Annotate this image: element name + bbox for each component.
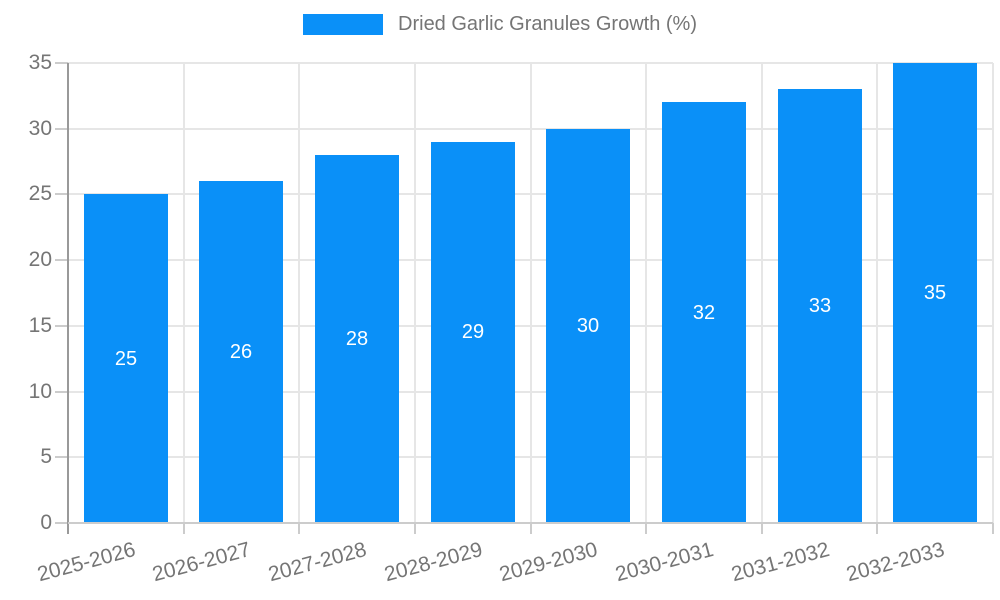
legend-swatch bbox=[303, 13, 384, 35]
y-tick-label: 25 bbox=[28, 182, 52, 206]
y-tick-mark bbox=[55, 390, 68, 393]
gridline-v bbox=[992, 63, 994, 523]
x-tick-mark bbox=[992, 523, 994, 534]
bar-value-label: 26 bbox=[229, 341, 253, 364]
y-tick-mark bbox=[55, 456, 68, 459]
bar bbox=[778, 89, 862, 523]
bar bbox=[431, 141, 515, 523]
bar-value-label: 29 bbox=[461, 321, 485, 344]
x-tick-mark bbox=[414, 523, 416, 534]
gridline-v bbox=[530, 63, 532, 523]
legend-label: Dried Garlic Granules Growth (%) bbox=[398, 12, 697, 35]
x-tick-mark bbox=[876, 523, 878, 534]
bar bbox=[199, 181, 283, 523]
gridline-v bbox=[298, 63, 300, 523]
x-tick-mark bbox=[645, 523, 647, 534]
y-tick-label: 35 bbox=[28, 51, 52, 74]
bar-value-label: 25 bbox=[114, 347, 138, 370]
gridline-v bbox=[645, 63, 647, 523]
bar-value-label: 30 bbox=[576, 314, 600, 337]
gridline-v bbox=[761, 63, 763, 523]
bar bbox=[893, 63, 977, 523]
x-axis-baseline bbox=[68, 522, 993, 524]
bar-value-label: 35 bbox=[923, 282, 947, 304]
bar-value-label: 33 bbox=[808, 295, 832, 318]
y-tick-mark bbox=[55, 127, 68, 130]
x-tick-mark bbox=[530, 523, 532, 534]
y-tick-label: 30 bbox=[28, 116, 52, 140]
y-tick-label: 20 bbox=[28, 248, 52, 272]
legend: Dried Garlic Granules Growth (%) bbox=[0, 0, 1000, 48]
y-tick-mark bbox=[55, 324, 68, 327]
bar bbox=[546, 128, 630, 523]
y-tick-label: 0 bbox=[40, 511, 52, 534]
bar bbox=[315, 155, 399, 523]
y-tick-mark bbox=[55, 62, 68, 64]
legend-item[interactable]: Dried Garlic Granules Growth (%) bbox=[303, 13, 697, 36]
gridline-v bbox=[183, 63, 185, 523]
y-tick-label: 5 bbox=[40, 445, 52, 469]
x-tick-mark bbox=[183, 523, 185, 534]
x-tick-mark bbox=[298, 523, 300, 534]
plot-area: 25 26 28 29 30 32 33 35 bbox=[68, 62, 994, 523]
y-tick-label: 15 bbox=[28, 313, 52, 337]
x-tick-mark bbox=[761, 523, 763, 534]
y-tick-mark bbox=[55, 193, 68, 196]
y-tick-mark bbox=[55, 522, 68, 524]
bar bbox=[662, 102, 746, 523]
gridline-v bbox=[414, 63, 416, 523]
bar-value-label: 32 bbox=[692, 301, 716, 324]
y-axis-line bbox=[67, 63, 69, 534]
bar bbox=[84, 194, 168, 523]
y-tick-label: 10 bbox=[28, 379, 52, 403]
y-tick-mark bbox=[55, 259, 68, 262]
gridline-v bbox=[876, 63, 878, 523]
bar-value-label: 28 bbox=[345, 328, 369, 350]
